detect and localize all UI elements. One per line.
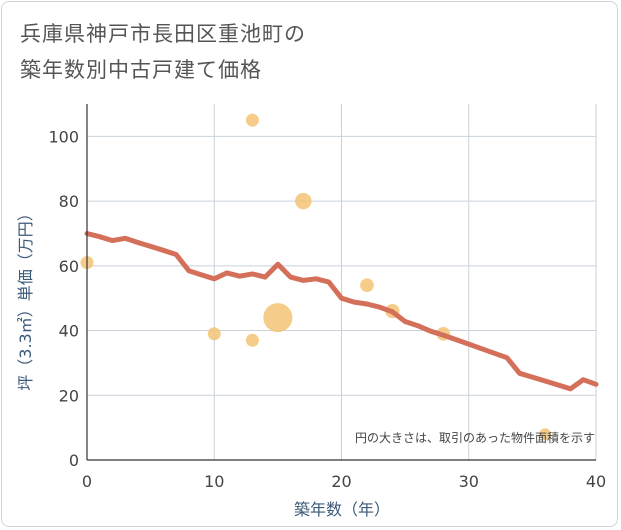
bubble-series	[80, 113, 551, 440]
y-axis-label: 坪（3.3㎡）単価（万円）	[16, 205, 35, 390]
data-point	[360, 278, 374, 293]
data-point	[207, 327, 221, 341]
x-tick-label: 40	[586, 472, 606, 491]
chart-title-line-2: 築年数別中古戸建て価格	[20, 58, 262, 82]
y-tick-label: 20	[59, 386, 79, 405]
chart-title-line-1: 兵庫県神戸市長田区重池町の	[20, 22, 306, 46]
x-tick-labels: 0 10 20 30 40	[82, 472, 606, 491]
grid-lines	[87, 104, 597, 460]
y-tick-label: 80	[59, 192, 79, 211]
data-point	[263, 303, 293, 333]
y-tick-label: 60	[59, 257, 79, 276]
x-tick-label: 30	[459, 472, 479, 491]
axes	[86, 104, 596, 461]
y-tick-labels: 0 20 40 60 80 100	[48, 127, 79, 470]
x-tick-label: 20	[331, 472, 351, 491]
data-point	[539, 428, 551, 440]
y-tick-label: 0	[69, 451, 79, 470]
y-tick-label: 100	[48, 127, 79, 146]
y-tick-label: 40	[59, 322, 79, 341]
data-point	[295, 192, 312, 210]
trend-line	[84, 231, 599, 392]
chart-title: 兵庫県神戸市長田区重池町の 築年数別中古戸建て価格	[20, 16, 306, 88]
x-axis-label: 築年数（年）	[294, 500, 390, 519]
x-tick-label: 10	[204, 472, 224, 491]
data-point	[245, 113, 259, 127]
x-tick-label: 0	[82, 472, 92, 491]
bubble-size-note: 円の大きさは、取引のあった物件面積を示す	[355, 430, 595, 445]
data-point	[245, 333, 259, 347]
